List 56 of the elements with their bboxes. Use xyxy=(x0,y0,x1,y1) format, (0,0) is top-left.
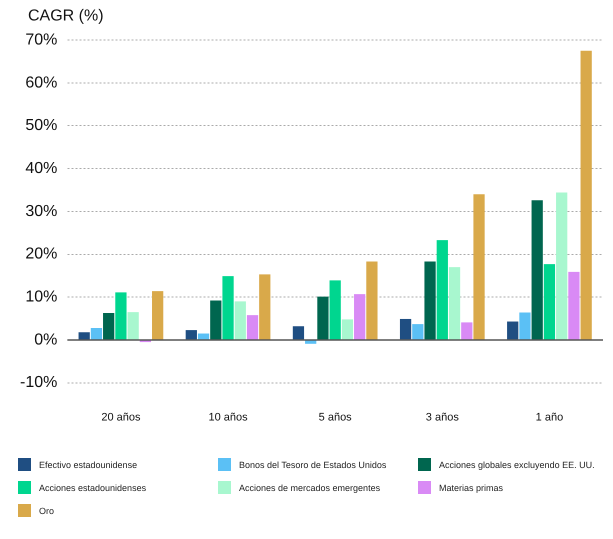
bar xyxy=(544,264,556,340)
x-tick-label: 5 años xyxy=(318,411,352,424)
bar xyxy=(259,274,270,340)
bar xyxy=(305,340,316,344)
bar xyxy=(330,280,341,340)
bar xyxy=(103,312,114,340)
legend-label: Acciones estadounidenses xyxy=(39,482,146,492)
bar xyxy=(556,192,568,340)
x-tick-label: 1 año xyxy=(536,411,564,424)
y-tick-label: 40% xyxy=(25,160,58,177)
bar xyxy=(210,300,222,340)
bar xyxy=(366,262,378,340)
bar xyxy=(448,267,460,340)
bar xyxy=(412,324,424,340)
legend-label: Efectivo estadounidense xyxy=(39,460,138,470)
bar xyxy=(461,322,472,340)
bar xyxy=(292,326,304,340)
bar xyxy=(424,262,436,340)
legend-label: Acciones de mercados emergentes xyxy=(239,482,380,492)
bar xyxy=(128,312,139,340)
legend-label: Materias primas xyxy=(439,482,504,492)
x-tick-label: 20 años xyxy=(101,411,141,424)
bar xyxy=(436,240,448,340)
y-tick-label: 70% xyxy=(25,31,58,48)
y-tick-label: 0% xyxy=(34,331,58,348)
bar xyxy=(90,328,102,340)
bar xyxy=(198,334,210,340)
bar xyxy=(317,296,329,340)
x-tick-label: 3 años xyxy=(426,411,460,424)
y-tick-label: 10% xyxy=(25,288,58,306)
y-tick-label: 20% xyxy=(25,246,58,263)
bar xyxy=(354,294,366,340)
bar xyxy=(115,292,127,340)
legend-label: Oro xyxy=(39,506,54,516)
bar xyxy=(152,291,164,340)
bar xyxy=(222,276,234,340)
y-tick-label: -10% xyxy=(20,374,58,392)
bar xyxy=(246,315,258,340)
bar xyxy=(400,318,412,340)
x-tick-label: 10 años xyxy=(208,411,248,424)
bar xyxy=(473,194,485,340)
bar xyxy=(234,301,246,340)
y-tick-label: 50% xyxy=(25,117,58,134)
legend-label: Acciones globales excluyendo EE. UU. xyxy=(439,460,595,470)
bar xyxy=(519,312,531,340)
bar xyxy=(507,322,518,340)
legend-label: Bonos del Tesoro de Estados Unidos xyxy=(239,460,386,470)
bar xyxy=(532,200,543,340)
y-tick-label: 60% xyxy=(25,74,58,92)
y-axis-title: CAGR (%) xyxy=(28,7,104,24)
bar xyxy=(186,330,197,340)
bar xyxy=(568,272,580,340)
bar xyxy=(342,319,354,340)
y-tick-label: 30% xyxy=(25,202,58,220)
bar xyxy=(78,332,90,340)
bar xyxy=(580,50,592,340)
